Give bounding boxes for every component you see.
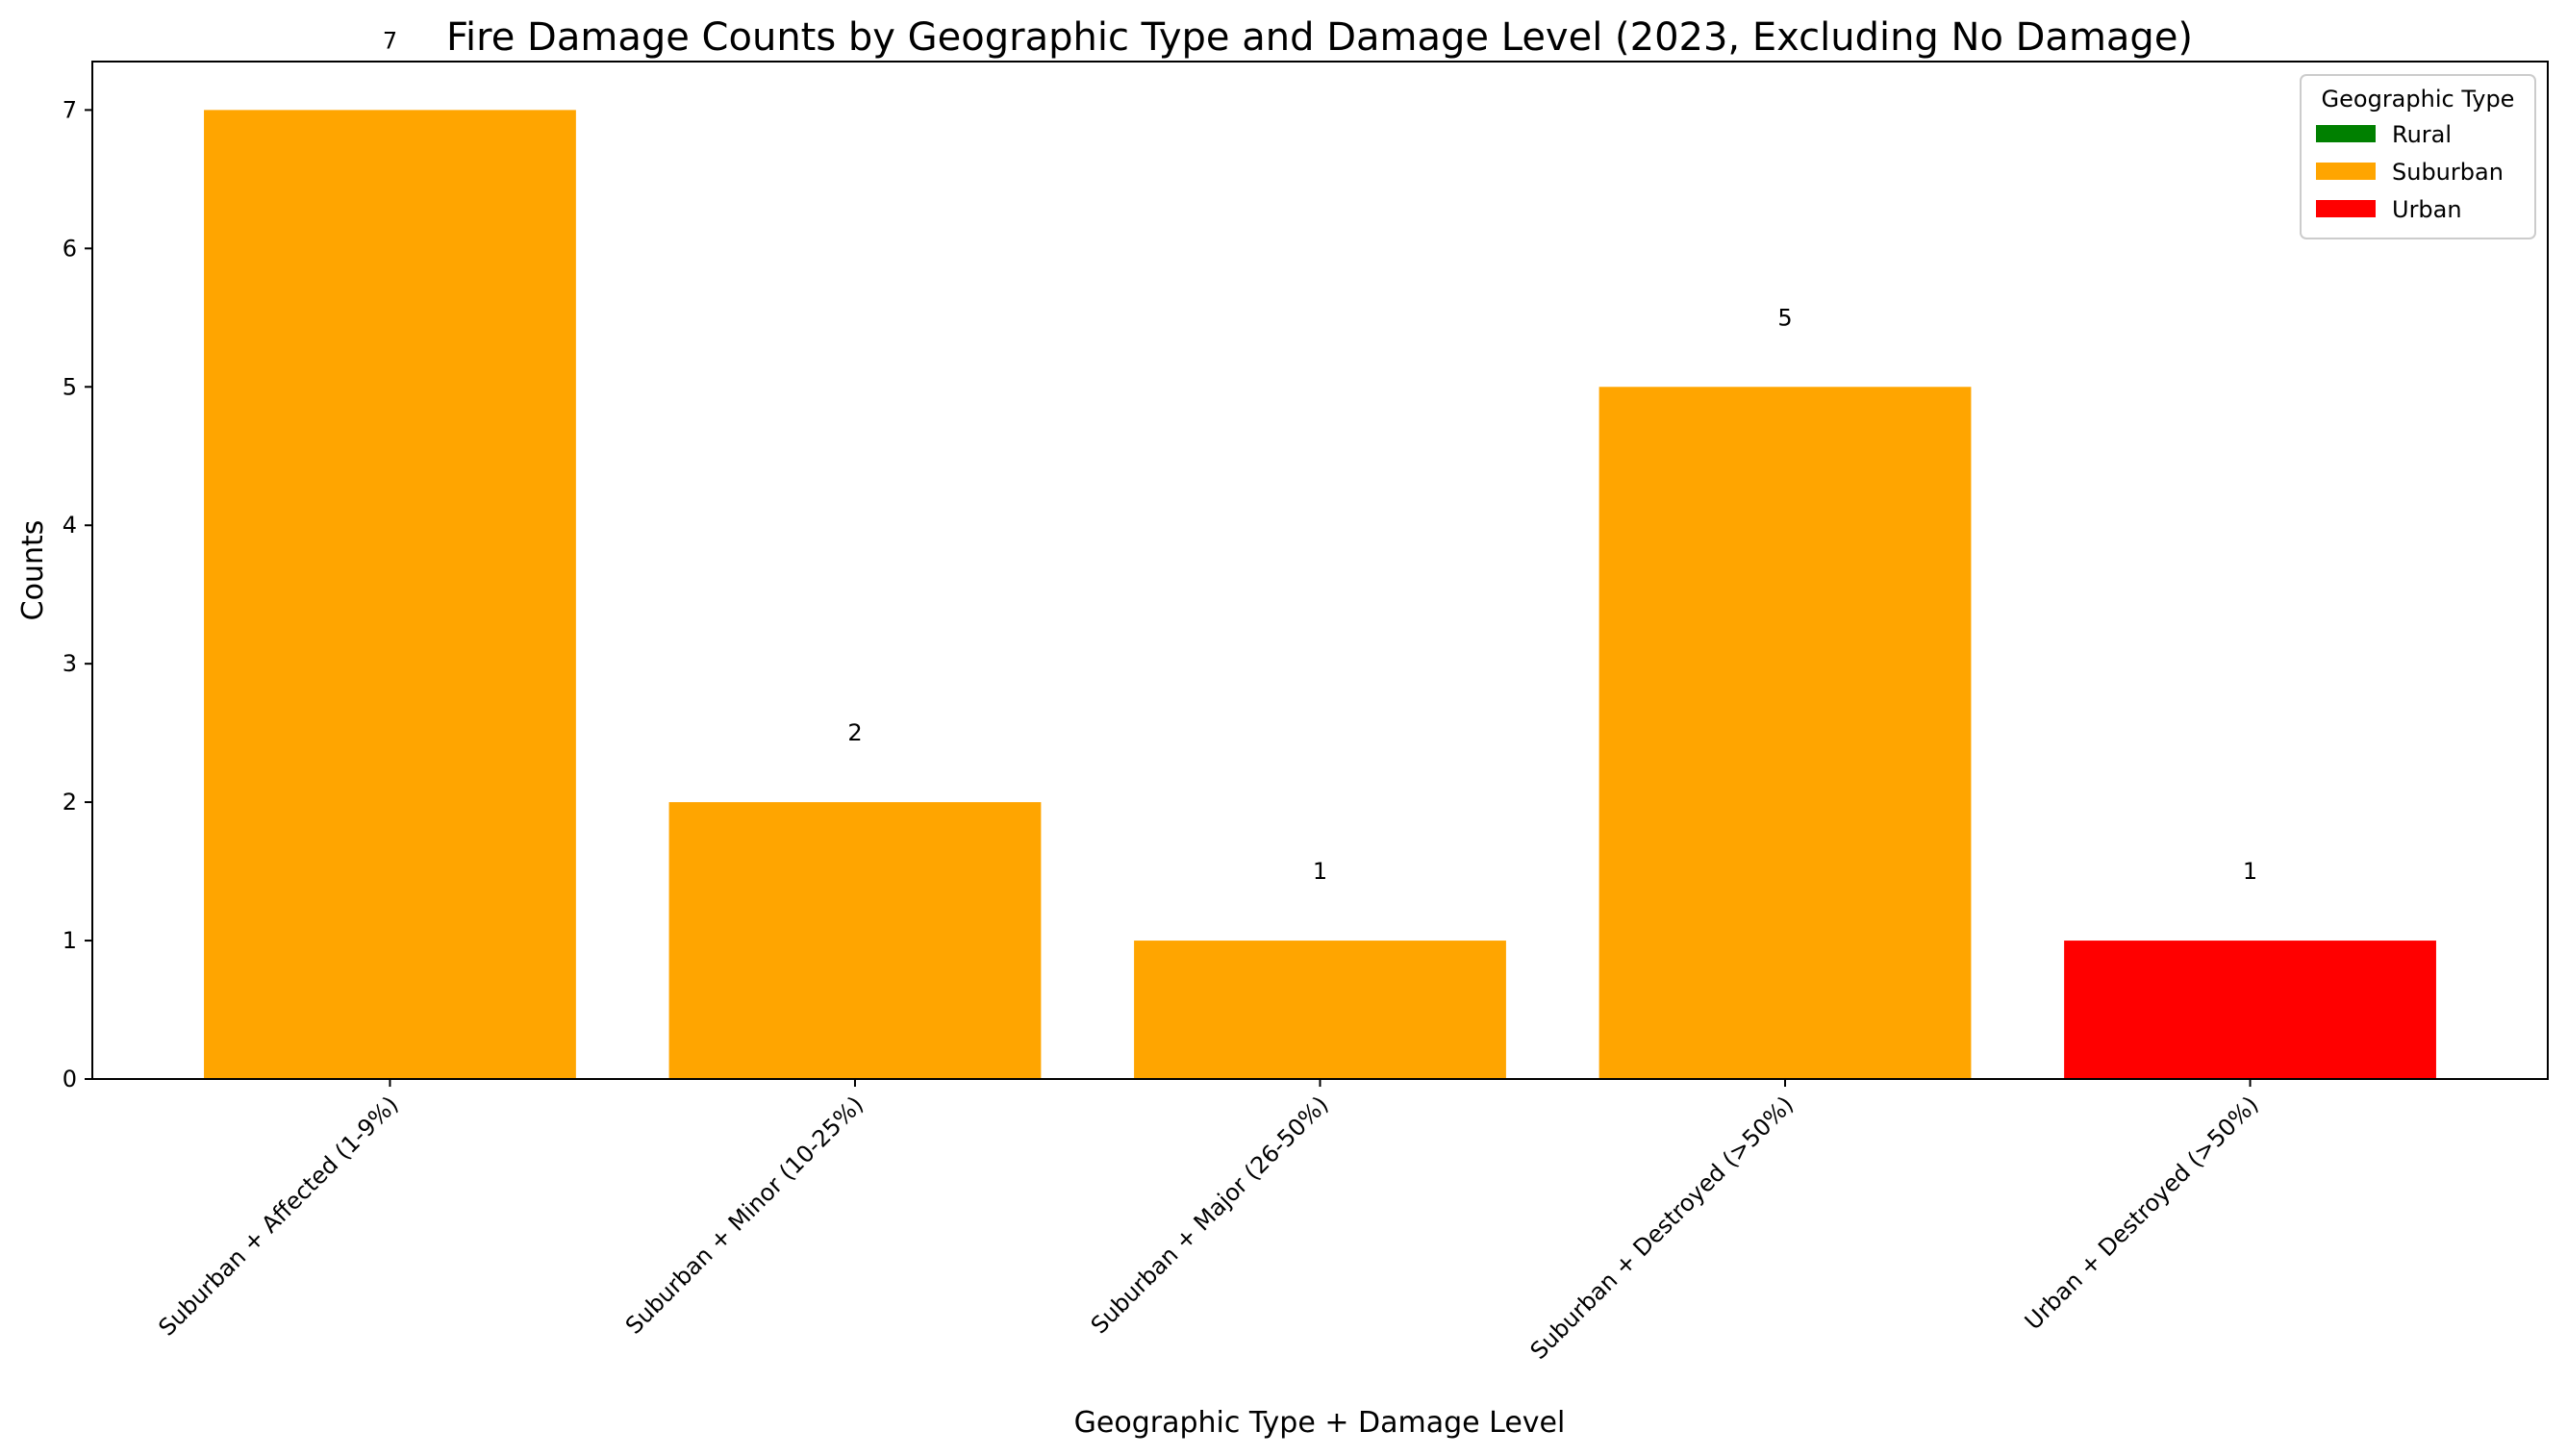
bar-suburban-affected-1-9 bbox=[204, 110, 576, 1079]
x-tick-label: Suburban + Major (26-50%) bbox=[1086, 1091, 1334, 1339]
y-tick-label: 7 bbox=[63, 96, 77, 123]
value-label-suburban-major-26-50: 1 bbox=[1313, 858, 1327, 885]
legend-box bbox=[2300, 74, 2536, 239]
x-axis-label: Geographic Type + Damage Level bbox=[1074, 1406, 1566, 1440]
y-tick-label: 5 bbox=[63, 373, 77, 400]
x-axis: Suburban + Affected (1-9%) Suburban + Min… bbox=[154, 1079, 2264, 1365]
y-axis-label: Counts bbox=[16, 520, 50, 621]
value-label-suburban-affected-1-9: 7 bbox=[383, 27, 397, 54]
bar-suburban-major-26-50 bbox=[1134, 941, 1506, 1079]
legend-swatch-suburban bbox=[2316, 163, 2376, 180]
y-tick-label: 4 bbox=[63, 512, 77, 539]
y-tick-label: 3 bbox=[63, 650, 77, 677]
legend-label-suburban: Suburban bbox=[2392, 159, 2504, 186]
y-tick-label: 0 bbox=[63, 1066, 77, 1092]
x-tick-label: Urban + Destroyed (>50%) bbox=[2020, 1091, 2264, 1335]
x-tick-label: Suburban + Affected (1-9%) bbox=[154, 1091, 404, 1341]
legend-swatch-urban bbox=[2316, 200, 2376, 217]
bar-suburban-destroyed-50 bbox=[1598, 387, 1972, 1079]
legend-swatch-rural bbox=[2316, 125, 2376, 142]
legend-title: Geographic Type bbox=[2322, 86, 2515, 113]
y-tick-label: 2 bbox=[63, 789, 77, 816]
value-labels: 7 2 1 5 1 bbox=[383, 27, 2257, 885]
bars-layer bbox=[204, 110, 2436, 1079]
bar-suburban-minor-10-25 bbox=[668, 802, 1042, 1079]
x-tick-label: Suburban + Destroyed (>50%) bbox=[1525, 1091, 1799, 1365]
x-tick-label: Suburban + Minor (10-25%) bbox=[620, 1091, 868, 1339]
value-label-suburban-minor-10-25: 2 bbox=[847, 719, 862, 746]
y-tick-label: 1 bbox=[63, 927, 77, 954]
chart-title: Fire Damage Counts by Geographic Type an… bbox=[446, 15, 2193, 60]
value-label-suburban-destroyed-50: 5 bbox=[1777, 304, 1792, 331]
legend: Geographic Type Rural Suburban Urban bbox=[2300, 74, 2536, 239]
y-axis: 0 1 2 3 4 5 6 7 bbox=[63, 96, 92, 1092]
bar-urban-destroyed-50 bbox=[2064, 941, 2436, 1079]
value-label-urban-destroyed-50: 1 bbox=[2243, 858, 2257, 885]
y-tick-label: 6 bbox=[63, 235, 77, 262]
legend-label-rural: Rural bbox=[2392, 121, 2452, 148]
legend-label-urban: Urban bbox=[2392, 196, 2462, 223]
